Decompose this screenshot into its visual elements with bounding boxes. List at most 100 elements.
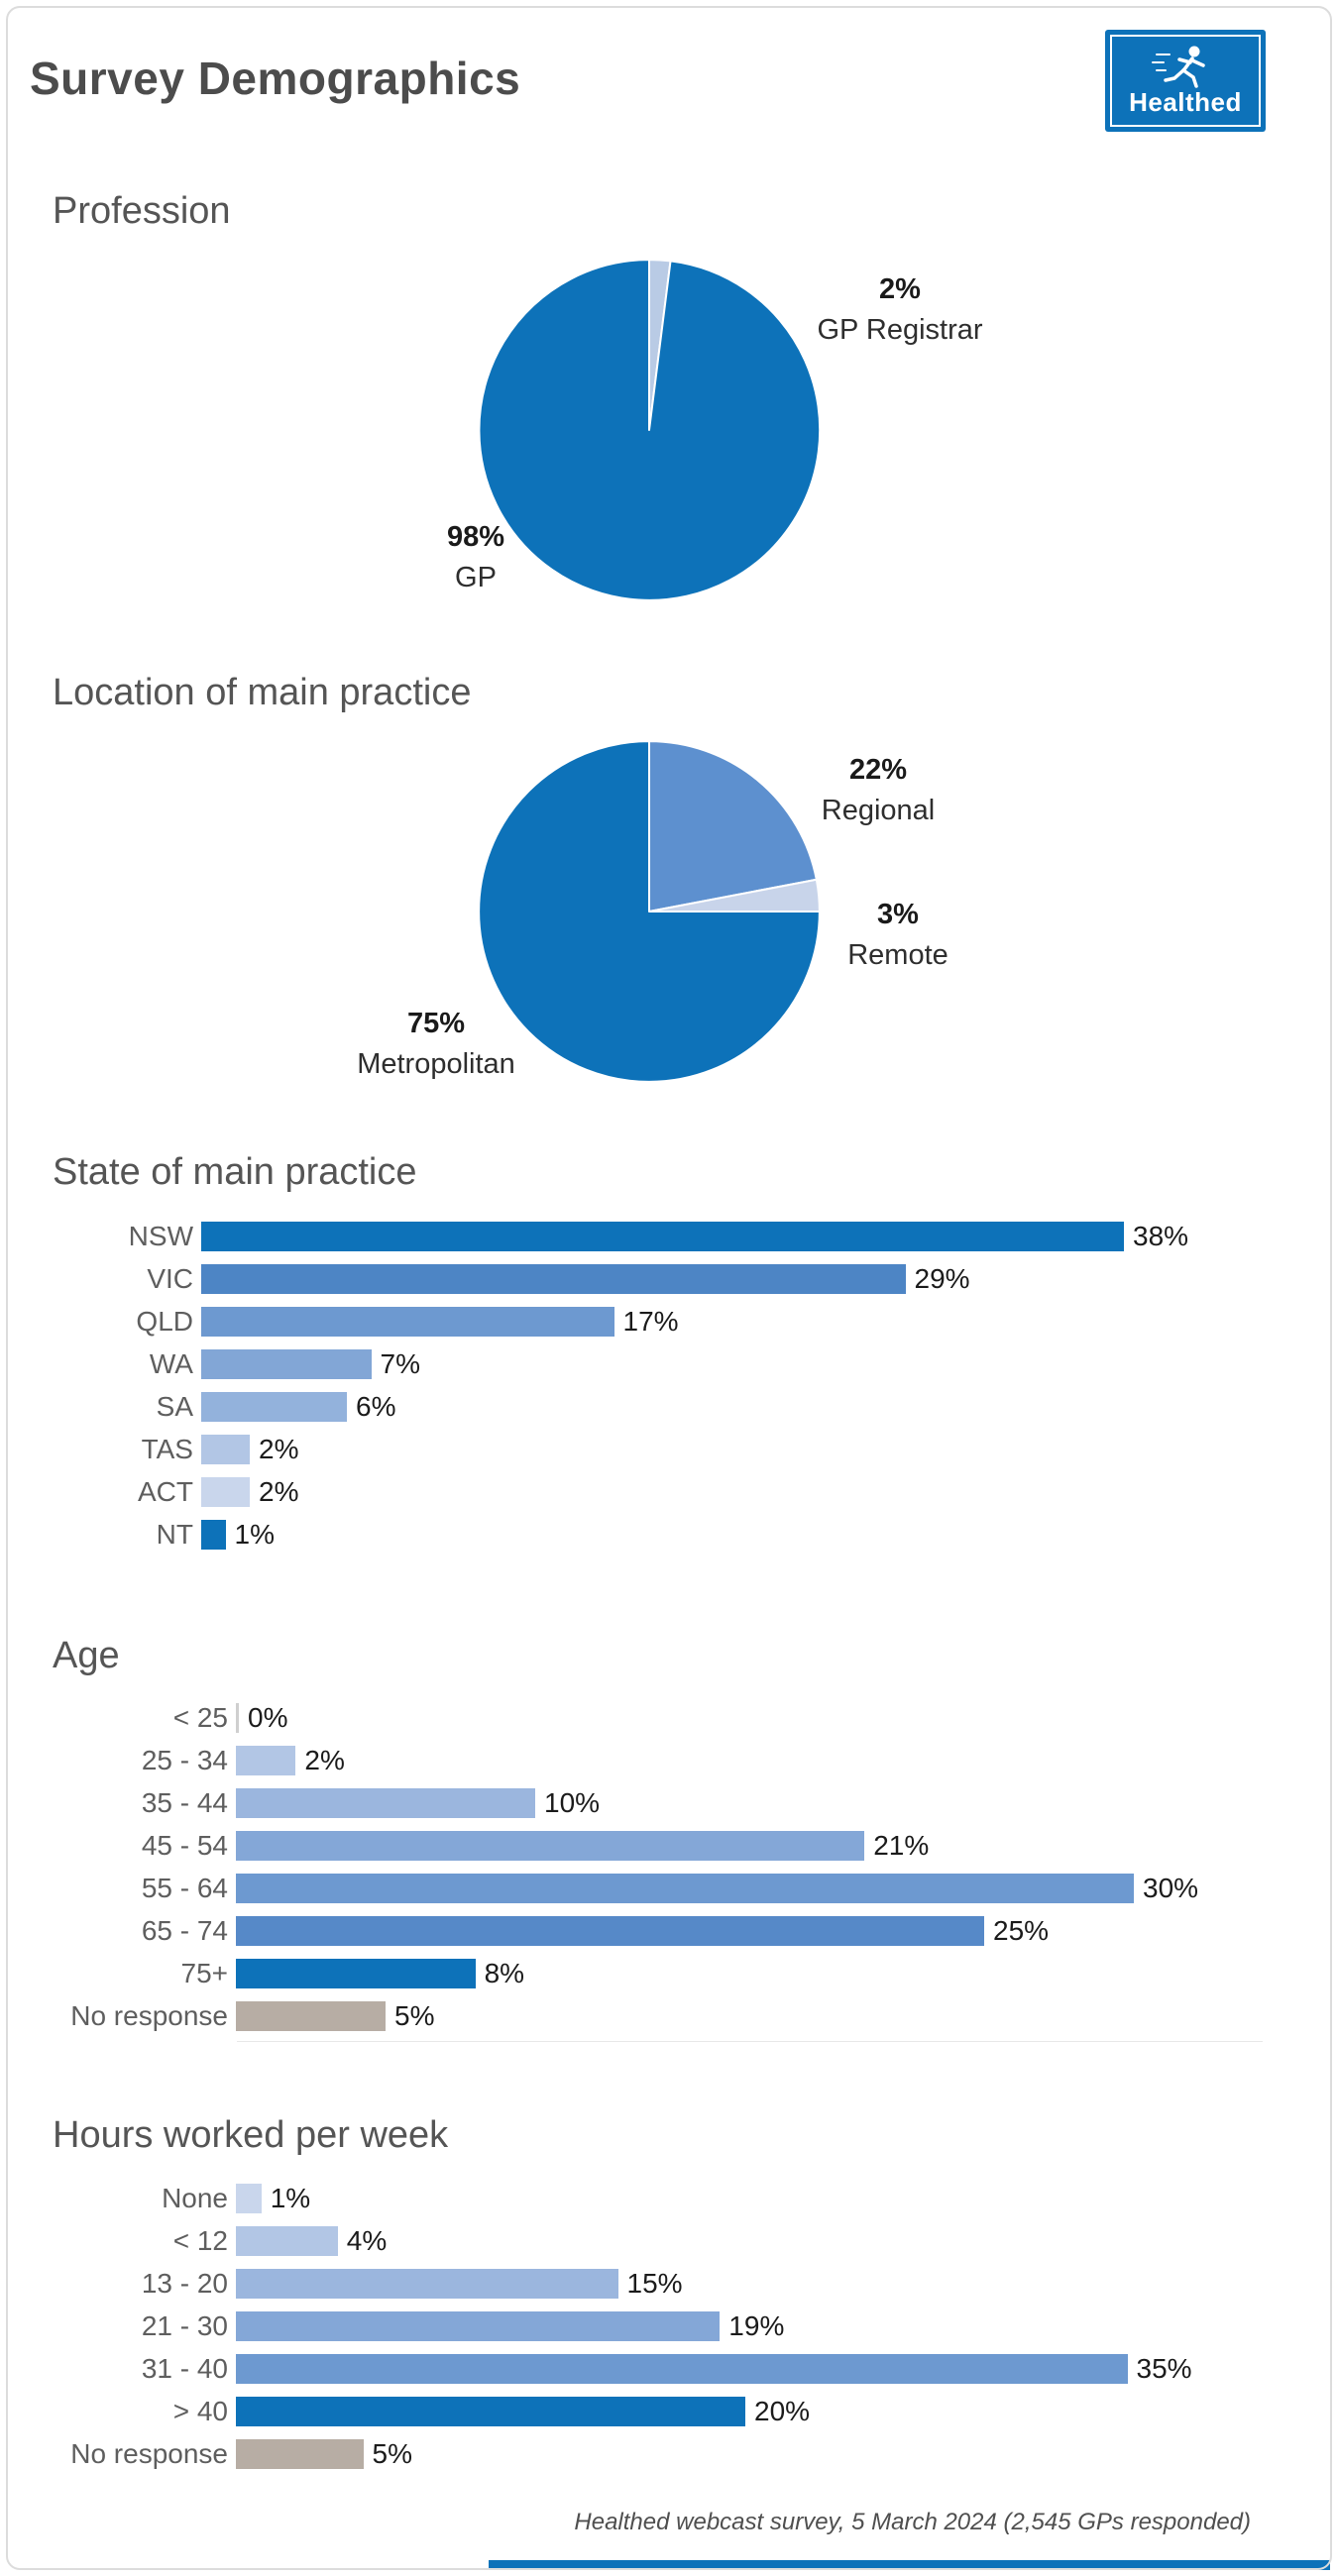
pie-slice-regional[interactable] bbox=[647, 740, 818, 913]
page-title: Survey Demographics bbox=[30, 53, 521, 104]
category-label: 31 - 40 bbox=[141, 2352, 228, 2384]
section-title-profession: Profession bbox=[53, 190, 231, 232]
bar[interactable] bbox=[236, 1873, 1134, 1903]
footer-note: Healthed webcast survey, 5 March 2024 (2… bbox=[574, 2509, 1251, 2535]
pie-callout-regional: 22% Regional bbox=[769, 750, 987, 831]
category-label: NSW bbox=[128, 1220, 193, 1251]
value-label: 5% bbox=[394, 1999, 435, 2031]
value-label: 2% bbox=[304, 1744, 345, 1775]
value-label: 7% bbox=[380, 1347, 420, 1379]
category-label: NT bbox=[156, 1518, 193, 1550]
pie-callout-label: Regional bbox=[821, 795, 936, 826]
category-label: < 12 bbox=[172, 2224, 228, 2256]
bar-row: 75+ 8% bbox=[0, 1952, 1338, 1994]
bar-row: No response 5% bbox=[0, 1994, 1338, 2037]
bar[interactable] bbox=[236, 2183, 262, 2213]
bar[interactable] bbox=[236, 1702, 239, 1733]
pie-callout-metropolitan: 75% Metropolitan bbox=[327, 1004, 545, 1085]
category-label: 65 - 74 bbox=[141, 1914, 228, 1946]
category-label: 25 - 34 bbox=[141, 1744, 228, 1775]
pie-slice-metropolitan[interactable] bbox=[478, 740, 821, 1083]
bar-row: 13 - 20 15% bbox=[0, 2262, 1338, 2305]
pie-callout-label: Metropolitan bbox=[357, 1048, 515, 1080]
value-label: 38% bbox=[1133, 1220, 1189, 1251]
value-label: 1% bbox=[234, 1518, 275, 1550]
bar[interactable] bbox=[201, 1348, 372, 1379]
category-label: 45 - 54 bbox=[141, 1829, 228, 1861]
category-label: > 40 bbox=[172, 2395, 228, 2426]
hours-bar-chart: None 1% < 12 4% 13 - 20 15% 21 - 30 19% 31 - 40 3… bbox=[0, 2177, 1338, 2475]
runner-icon bbox=[1152, 46, 1205, 88]
value-label: 17% bbox=[622, 1305, 679, 1337]
section-title-age: Age bbox=[53, 1635, 120, 1676]
pie-callout-remote: 3% Remote bbox=[789, 895, 1007, 976]
bar-row: No response 5% bbox=[0, 2432, 1338, 2475]
bar-row: SA 6% bbox=[0, 1385, 1338, 1428]
value-label: 19% bbox=[728, 2309, 785, 2341]
value-label: 25% bbox=[993, 1914, 1050, 1946]
category-label: 13 - 20 bbox=[141, 2267, 228, 2299]
bar[interactable] bbox=[236, 2000, 386, 2031]
profession-pie-chart bbox=[478, 259, 822, 601]
bar[interactable] bbox=[236, 1745, 296, 1775]
value-label: 4% bbox=[346, 2224, 388, 2256]
bar[interactable] bbox=[236, 2353, 1128, 2384]
pie-slice-gp[interactable] bbox=[478, 259, 822, 601]
category-label: VIC bbox=[147, 1262, 193, 1294]
bar[interactable] bbox=[236, 1915, 984, 1946]
category-label: ACT bbox=[138, 1475, 193, 1507]
category-label: QLD bbox=[136, 1305, 193, 1337]
section-title-hours: Hours worked per week bbox=[53, 2114, 449, 2156]
healthed-logo: Healthed bbox=[1105, 30, 1266, 132]
bar-row: > 40 20% bbox=[0, 2390, 1338, 2432]
bottom-strip bbox=[489, 2560, 1330, 2570]
pie-callout-value: 2% bbox=[879, 273, 921, 305]
value-label: 0% bbox=[248, 1701, 288, 1733]
bar-row: WA 7% bbox=[0, 1342, 1338, 1385]
age-chart-baseline bbox=[237, 2041, 1263, 2042]
category-label: < 25 bbox=[172, 1701, 228, 1733]
bar[interactable] bbox=[236, 2396, 745, 2426]
state-bar-chart: NSW 38% VIC 29% QLD 17% WA 7% SA 6% TAS 2% ACT 2% NT 1% bbox=[0, 1215, 1338, 1556]
pie-callout-gp-registrar: 2% GP Registrar bbox=[791, 269, 1009, 351]
bar-row: ACT 2% bbox=[0, 1470, 1338, 1513]
bar[interactable] bbox=[201, 1263, 906, 1294]
bar[interactable] bbox=[236, 2268, 618, 2299]
bar[interactable] bbox=[201, 1434, 250, 1464]
bar[interactable] bbox=[201, 1306, 614, 1337]
value-label: 35% bbox=[1136, 2352, 1192, 2384]
bar[interactable] bbox=[201, 1391, 347, 1422]
value-label: 29% bbox=[914, 1262, 970, 1294]
bar-row: 65 - 74 25% bbox=[0, 1909, 1338, 1952]
value-label: 2% bbox=[259, 1475, 299, 1507]
bar[interactable] bbox=[236, 2225, 338, 2256]
bar-row: 25 - 34 2% bbox=[0, 1739, 1338, 1781]
bar-row: None 1% bbox=[0, 2177, 1338, 2219]
value-label: 2% bbox=[259, 1433, 299, 1464]
bar-row: 45 - 54 21% bbox=[0, 1824, 1338, 1867]
value-label: 6% bbox=[356, 1390, 396, 1422]
bar-row: 35 - 44 10% bbox=[0, 1781, 1338, 1824]
category-label: WA bbox=[149, 1347, 193, 1379]
pie-callout-gp: 98% GP bbox=[377, 517, 575, 598]
section-title-location: Location of main practice bbox=[53, 672, 472, 713]
bar[interactable] bbox=[236, 1787, 535, 1818]
pie-callout-value: 75% bbox=[406, 1008, 466, 1039]
logo-wordmark: Healthed bbox=[1129, 87, 1242, 117]
bar[interactable] bbox=[201, 1519, 226, 1550]
category-label: 55 - 64 bbox=[141, 1872, 228, 1903]
value-label: 5% bbox=[372, 2437, 412, 2469]
bar[interactable] bbox=[201, 1476, 250, 1507]
value-label: 10% bbox=[544, 1786, 601, 1818]
location-pie-chart bbox=[478, 740, 821, 1083]
bar-row: VIC 29% bbox=[0, 1257, 1338, 1300]
bar[interactable] bbox=[236, 1830, 865, 1861]
bar[interactable] bbox=[236, 1958, 476, 1988]
value-label: 15% bbox=[626, 2267, 683, 2299]
bar-row: 55 - 64 30% bbox=[0, 1867, 1338, 1909]
bar[interactable] bbox=[236, 2310, 721, 2341]
bar[interactable] bbox=[201, 1221, 1124, 1251]
category-label: 21 - 30 bbox=[141, 2309, 228, 2341]
bar[interactable] bbox=[236, 2438, 364, 2469]
value-label: 20% bbox=[754, 2395, 811, 2426]
